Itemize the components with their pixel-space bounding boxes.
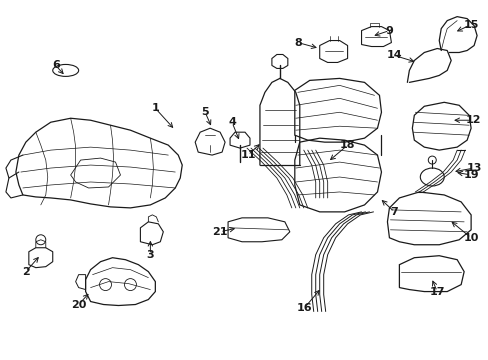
Text: 17: 17 bbox=[428, 287, 444, 297]
Text: 12: 12 bbox=[465, 115, 480, 125]
Text: 3: 3 bbox=[146, 250, 154, 260]
Text: 16: 16 bbox=[296, 302, 312, 312]
Text: 11: 11 bbox=[240, 150, 255, 160]
Text: 19: 19 bbox=[462, 170, 478, 180]
Text: 7: 7 bbox=[390, 207, 398, 217]
Text: 1: 1 bbox=[151, 103, 159, 113]
Text: 10: 10 bbox=[463, 233, 478, 243]
Text: 21: 21 bbox=[212, 227, 227, 237]
Text: 6: 6 bbox=[52, 60, 60, 71]
Text: 9: 9 bbox=[385, 26, 392, 36]
Text: 18: 18 bbox=[339, 140, 355, 150]
Text: 4: 4 bbox=[227, 117, 236, 127]
Text: 20: 20 bbox=[71, 300, 86, 310]
Text: 2: 2 bbox=[22, 267, 30, 276]
Text: 15: 15 bbox=[463, 19, 478, 30]
Text: 13: 13 bbox=[466, 163, 481, 173]
Text: 14: 14 bbox=[386, 50, 402, 60]
Text: 5: 5 bbox=[201, 107, 208, 117]
Text: 8: 8 bbox=[293, 37, 301, 48]
